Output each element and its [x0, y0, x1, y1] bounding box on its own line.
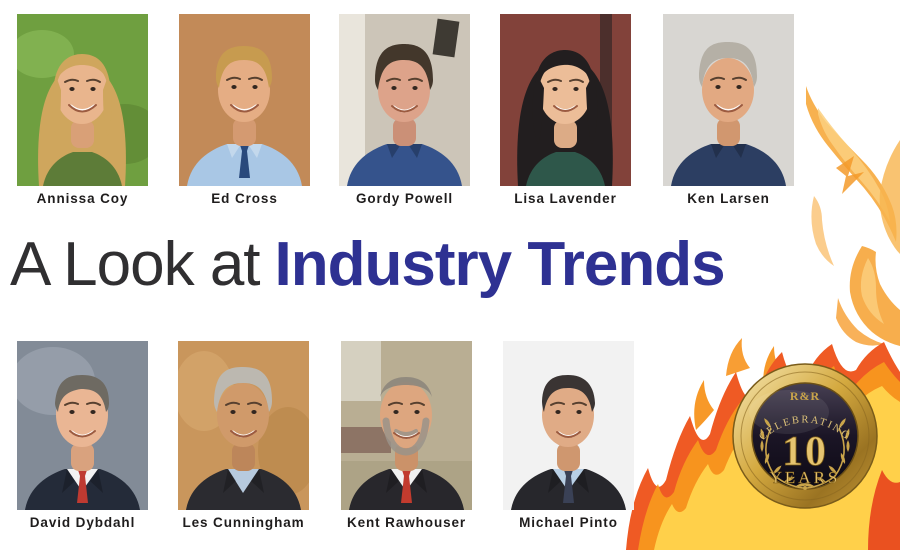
portrait-photo-david-dybdahl: [17, 341, 148, 510]
person-card: Ken Larsen: [663, 14, 794, 206]
person-card: Les Cunningham: [178, 341, 309, 530]
title-highlight: Industry Trends: [274, 230, 726, 299]
portrait-photo-les-cunningham: [178, 341, 309, 510]
portrait-photo-kent-rawhouser: [341, 341, 472, 510]
person-name: Les Cunningham: [182, 515, 305, 530]
portrait-photo-ed-cross: [179, 14, 310, 186]
person-name: Annissa Coy: [36, 191, 129, 206]
person-name: Gordy Powell: [355, 191, 454, 206]
page-title: A Look at Industry Trends: [10, 234, 726, 296]
laurel-wreath-icon: [759, 417, 851, 490]
portrait-photo-annissa-coy: [17, 14, 148, 186]
person-card: Lisa Lavender: [500, 14, 631, 206]
portrait-photo-ken-larsen: [663, 14, 794, 186]
person-card: Annissa Coy: [17, 14, 148, 206]
portrait-photo-lisa-lavender: [500, 14, 631, 186]
person-card: Kent Rawhouser: [341, 341, 472, 530]
title-prefix: A Look at: [10, 230, 261, 299]
badge-years-text: YEARS: [770, 468, 841, 487]
person-card: Ed Cross: [179, 14, 310, 206]
badge-number: 10: [782, 429, 828, 475]
person-name: Ken Larsen: [687, 191, 770, 206]
portrait-photo-gordy-powell: [339, 14, 470, 186]
portrait-photo-michael-pinto: [503, 341, 634, 510]
person-name: Michael Pinto: [519, 515, 618, 530]
person-card: Gordy Powell: [339, 14, 470, 206]
person-name: Ed Cross: [211, 191, 278, 206]
person-name: David Dybdahl: [29, 515, 136, 530]
anniversary-badge: R&R CELEBRATING 10 YEARS: [732, 363, 878, 509]
badge-brand-logo: R&R: [790, 389, 820, 403]
person-card: Michael Pinto: [503, 341, 634, 530]
person-name: Kent Rawhouser: [346, 515, 467, 530]
person-name: Lisa Lavender: [514, 191, 617, 206]
person-card: David Dybdahl: [17, 341, 148, 530]
